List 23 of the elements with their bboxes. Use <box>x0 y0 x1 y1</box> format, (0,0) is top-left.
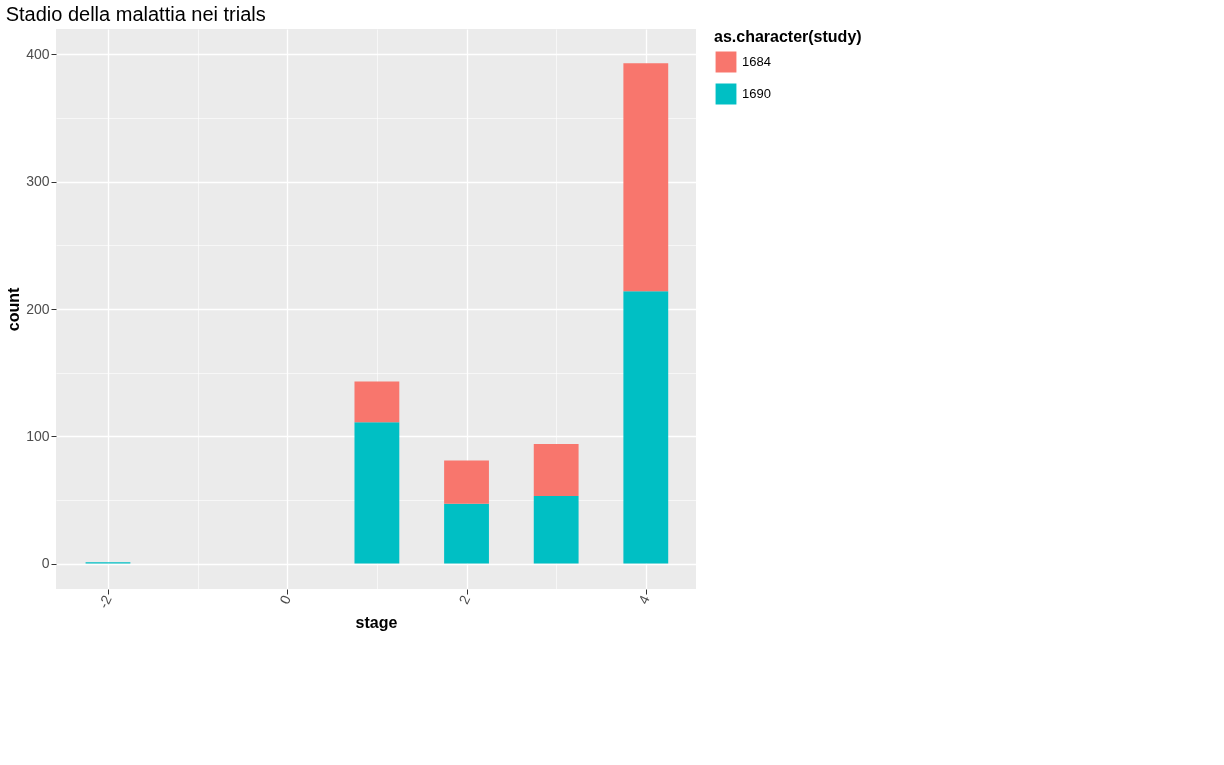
bar <box>533 496 579 564</box>
bar <box>354 422 400 564</box>
x-tick-label: 4 <box>634 592 653 607</box>
chart-title: Stadio della malattia nei trials <box>5 3 266 25</box>
x-axis-title: stage <box>355 613 398 631</box>
bar <box>444 503 489 564</box>
y-axis-title: count <box>5 287 23 332</box>
y-tick-label: 0 <box>41 555 50 572</box>
bar <box>354 381 400 423</box>
legend-label: 1684 <box>742 54 771 69</box>
y-tick-label: 400 <box>26 45 50 62</box>
legend-label: 1690 <box>742 86 771 101</box>
bar <box>623 63 669 292</box>
bar <box>533 443 579 497</box>
y-tick-label: 300 <box>26 173 50 190</box>
y-tick-label: 100 <box>26 427 50 444</box>
x-tick-label: -2 <box>95 592 115 611</box>
x-tick-label: 2 <box>455 592 474 607</box>
legend-title: as.character(study) <box>714 28 862 45</box>
bar <box>444 460 489 504</box>
y-tick-label: 200 <box>26 300 50 317</box>
x-tick-label: 0 <box>276 592 295 607</box>
bar <box>623 291 669 564</box>
